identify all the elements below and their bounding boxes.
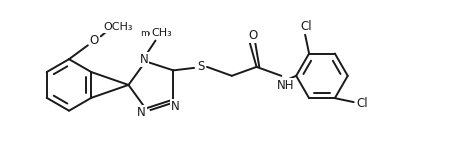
Text: N: N <box>140 53 149 66</box>
Text: methyl: methyl <box>140 29 172 38</box>
Text: S: S <box>197 60 204 73</box>
Text: Cl: Cl <box>357 97 368 110</box>
Text: O: O <box>248 29 257 42</box>
Text: NH: NH <box>277 79 294 92</box>
Text: OCH₃: OCH₃ <box>103 22 133 32</box>
Text: O: O <box>89 34 99 47</box>
Text: Cl: Cl <box>300 20 312 33</box>
Text: N: N <box>137 106 146 119</box>
Text: CH₃: CH₃ <box>151 28 172 38</box>
Text: N: N <box>171 100 179 113</box>
